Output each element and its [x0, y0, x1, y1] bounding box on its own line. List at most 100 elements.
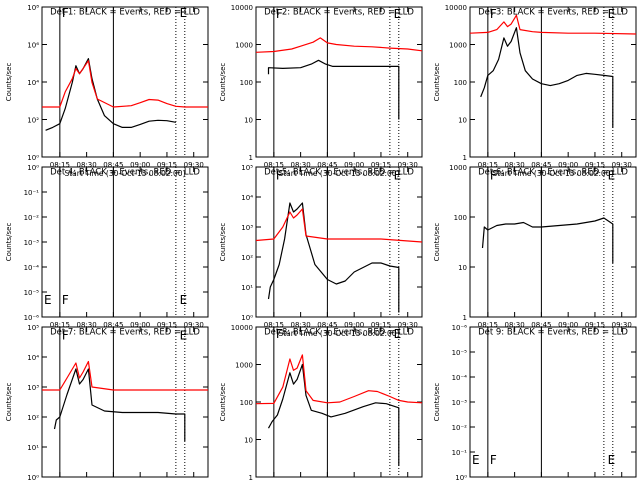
x-tick-label: 08:30 [291, 321, 311, 329]
panel-title: Det 2: BLACK = Events, RED = LLD [264, 8, 414, 18]
flag-label: E [472, 453, 480, 467]
plot-frame [469, 166, 637, 318]
y-tick-label: 10⁻⁵ [24, 289, 40, 297]
y-axis-label: Counts/sec [5, 63, 13, 102]
lld-rate-line [42, 360, 208, 391]
panel-title: Det 6: BLACK = Events, RED = LLD [478, 168, 628, 178]
y-tick-label: 10⁻² [24, 214, 40, 222]
x-tick-label: 08:45 [317, 161, 337, 169]
x-tick-label: 09:00 [130, 321, 150, 329]
detector-panel-9: Det 9: BLACK = Events, RED = LLD Counts/s… [433, 324, 637, 480]
x-tick-label: 08:30 [77, 321, 97, 329]
y-tick-label: 10⁵ [27, 324, 39, 332]
y-tick-label: 10000 [445, 4, 467, 12]
y-tick-label: 10⁴ [27, 79, 39, 87]
x-tick-label: 09:30 [398, 161, 418, 169]
detector-panel-2: Det 2: BLACK = Events, RED = LLD Counts/s… [219, 4, 423, 178]
x-axis-label: Start Time (30-Oct-15 08:02:00) [278, 169, 399, 178]
x-tick-label: 08:15 [478, 321, 498, 329]
x-tick-label: 09:30 [184, 161, 204, 169]
x-axis-label: Start Time (30-Oct-15 08:02:00) [492, 169, 613, 178]
y-axis-label: Counts/sec [5, 383, 13, 422]
x-tick-label: 09:15 [585, 161, 605, 169]
y-tick-label: 10⁻³ [452, 399, 468, 407]
y-tick-label: 10⁻¹ [24, 189, 40, 197]
event-rate-line [267, 59, 400, 120]
y-tick-label: 10⁴ [241, 194, 253, 202]
y-tick-label: 1 [463, 154, 467, 162]
x-tick-label: 08:30 [505, 321, 525, 329]
x-tick-label: 08:30 [77, 161, 97, 169]
y-tick-label: 1000 [449, 164, 467, 172]
y-tick-label: 100 [240, 79, 253, 87]
x-tick-label: 08:30 [291, 161, 311, 169]
detector-panel-1: Det 1: BLACK = Events, RED = LLD Counts/s… [5, 4, 209, 178]
x-tick-label: 09:00 [558, 321, 578, 329]
flag-label: E [180, 6, 188, 20]
flag-label: F [276, 169, 283, 183]
lld-rate-line [255, 37, 423, 53]
y-tick-label: 10⁴ [27, 354, 39, 362]
panel-title: Det 9: BLACK = Events, RED = LLD [478, 328, 628, 338]
y-tick-label: 10⁰ [241, 314, 253, 322]
x-tick-label: 08:45 [531, 161, 551, 169]
flag-label: F [276, 7, 283, 21]
x-tick-label: 08:45 [103, 321, 123, 329]
y-tick-label: 10⁰ [27, 164, 39, 172]
x-axis-label: Start Time (30-Oct-15 08:02:00) [64, 169, 185, 178]
flag-label: E [608, 453, 616, 467]
y-tick-label: 10⁻⁴ [24, 264, 40, 272]
x-tick-label: 09:15 [585, 321, 605, 329]
plot-frame [469, 6, 637, 158]
y-tick-label: 10³ [27, 384, 39, 392]
y-tick-label: 10⁻⁶ [452, 324, 468, 332]
flag-label: E [608, 7, 616, 21]
flag-label: E [394, 169, 402, 183]
y-tick-label: 10⁻¹ [452, 449, 468, 457]
x-tick-label: 08:45 [531, 321, 551, 329]
y-tick-label: 100 [454, 214, 467, 222]
x-tick-label: 08:15 [264, 161, 284, 169]
detector-panel-6: Det 6: BLACK = Events, RED = LLD Counts/s… [433, 164, 637, 329]
flag-label: F [62, 293, 69, 307]
y-axis-label: Counts/sec [219, 223, 227, 262]
x-axis-label: Start Time (30-Oct-15 08:02:00) [278, 329, 399, 338]
event-rate-line [481, 217, 614, 263]
flag-label: E [180, 329, 188, 343]
y-tick-label: 10⁻⁴ [452, 374, 468, 382]
x-tick-label: 09:00 [558, 161, 578, 169]
flag-label: F [490, 169, 497, 183]
y-tick-label: 10⁰ [27, 154, 39, 162]
plot-frame [255, 6, 423, 158]
panel-title: Det 1: BLACK = Events, RED = LLD [50, 8, 200, 18]
y-axis-label: Counts/sec [219, 383, 227, 422]
plot-frame [41, 326, 209, 478]
x-tick-label: 09:15 [371, 161, 391, 169]
x-tick-label: 09:30 [612, 161, 632, 169]
y-tick-label: 1000 [235, 42, 253, 50]
y-tick-label: 10⁻⁵ [452, 349, 468, 357]
y-tick-label: 1000 [235, 362, 253, 370]
y-tick-label: 10⁰ [27, 474, 39, 480]
y-tick-label: 10² [27, 414, 39, 422]
x-tick-label: 09:15 [157, 321, 177, 329]
detector-panel-3: Det 3: BLACK = Events, RED = LLD Counts/s… [433, 4, 637, 178]
flag-label: F [276, 327, 283, 341]
y-axis-label: Counts/sec [219, 63, 227, 102]
flag-label: F [62, 6, 69, 20]
lld-rate-line [42, 60, 208, 108]
event-rate-line [45, 57, 177, 131]
x-tick-label: 09:00 [344, 321, 364, 329]
panel-title: Det 7: BLACK = Events, RED = LLD [50, 328, 200, 338]
flag-label: E [608, 169, 616, 183]
y-tick-label: 10² [241, 254, 253, 262]
plot-frame [41, 6, 209, 158]
y-tick-label: 10⁶ [27, 42, 39, 50]
flag-label: E [180, 293, 188, 307]
panel-title: Det 8: BLACK = Events, RED = LLD [264, 328, 414, 338]
y-tick-label: 10 [458, 117, 467, 125]
flag-label: F [490, 453, 497, 467]
x-tick-label: 09:30 [612, 321, 632, 329]
y-tick-label: 1 [249, 474, 253, 480]
